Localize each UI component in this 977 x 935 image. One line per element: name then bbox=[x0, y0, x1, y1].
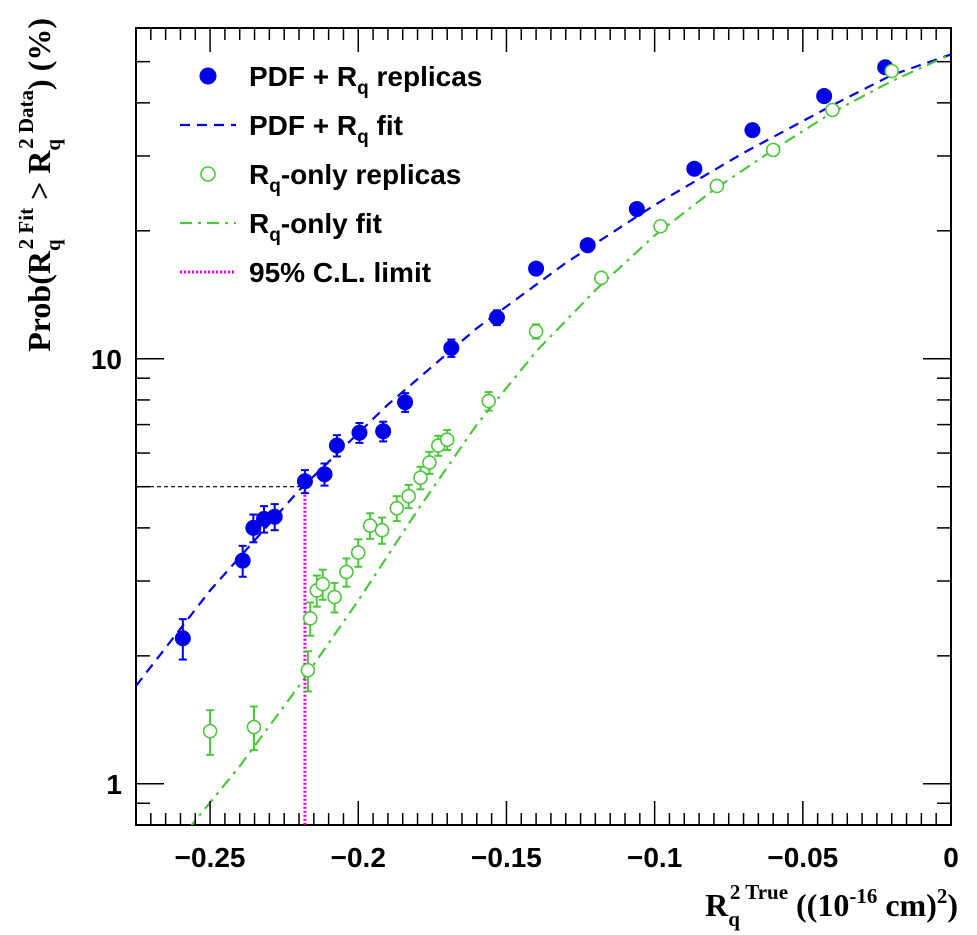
legend-marker bbox=[199, 67, 217, 85]
x-tick-label: −0.05 bbox=[767, 842, 838, 873]
data-point bbox=[350, 545, 366, 560]
legend-label-tail: fit bbox=[369, 110, 403, 141]
legend-label: PDF + Rq fit bbox=[249, 110, 403, 148]
data-point bbox=[328, 437, 345, 454]
data-point bbox=[653, 218, 668, 234]
legend-label-sub: q bbox=[269, 225, 281, 246]
data-point bbox=[488, 309, 505, 326]
data-point bbox=[413, 470, 428, 486]
x-tick-label: −0.2 bbox=[331, 842, 386, 873]
data-point bbox=[327, 589, 342, 605]
data-point bbox=[825, 102, 840, 118]
x-tick-label: −0.25 bbox=[175, 842, 246, 873]
legend-label-tail: -only replicas bbox=[281, 159, 462, 190]
axis-labels: Rq2 True ((10-16 cm)2) Prob(Rq2 Fit > Rq… bbox=[14, 18, 958, 931]
data-point bbox=[528, 324, 544, 339]
data-point bbox=[686, 160, 703, 177]
data-point bbox=[401, 488, 416, 504]
data-point bbox=[302, 611, 318, 626]
data-point bbox=[351, 424, 368, 441]
data-point bbox=[174, 630, 191, 647]
legend-label-main: 95% C.L. limit bbox=[249, 257, 431, 288]
data-point bbox=[709, 178, 725, 194]
fit-curve-line bbox=[136, 53, 951, 687]
data-point bbox=[593, 270, 609, 286]
legend-label: 95% C.L. limit bbox=[249, 257, 431, 288]
legend-label-sub: q bbox=[269, 176, 281, 197]
data-point bbox=[397, 394, 414, 411]
data-point bbox=[245, 519, 262, 536]
data-point bbox=[628, 201, 645, 218]
data-point bbox=[443, 339, 460, 356]
data-point bbox=[374, 522, 390, 538]
x-axis-title: Rq2 True ((10-16 cm)2) bbox=[705, 880, 958, 931]
data-point bbox=[375, 423, 392, 440]
legend-label-tail: replicas bbox=[369, 61, 483, 92]
data-point bbox=[816, 88, 833, 105]
data-point bbox=[266, 508, 283, 525]
x-tick-label: −0.1 bbox=[627, 842, 682, 873]
data-point bbox=[884, 63, 900, 79]
data-point bbox=[202, 723, 218, 739]
legend-marker bbox=[200, 166, 216, 182]
legend-label-main: PDF + R bbox=[249, 61, 357, 92]
legend-label-sub: q bbox=[357, 127, 369, 148]
legend-label: Rq-only fit bbox=[249, 208, 382, 246]
data-point bbox=[765, 142, 781, 158]
data-point bbox=[744, 122, 761, 139]
data-point bbox=[339, 564, 354, 580]
plot-frame-rect bbox=[135, 27, 952, 826]
legend-label-main: PDF + R bbox=[249, 110, 357, 141]
data-point bbox=[389, 500, 405, 516]
data-point bbox=[579, 237, 596, 254]
legend-label-sub: q bbox=[357, 78, 369, 99]
x-tick-label: 0 bbox=[943, 842, 959, 873]
data-point bbox=[246, 719, 262, 735]
x-tick-label: −0.15 bbox=[471, 842, 542, 873]
legend-label: PDF + Rq replicas bbox=[249, 61, 482, 99]
y-tick-label: 1 bbox=[106, 769, 122, 800]
data-point bbox=[296, 473, 313, 490]
axis-ticks: −0.25 −0.2 −0.15 −0.1 −0.05 0 1 10 bbox=[91, 27, 959, 873]
legend-label-tail: -only fit bbox=[281, 208, 382, 239]
y-tick-label: 10 bbox=[91, 344, 122, 375]
legend-label: Rq-only replicas bbox=[249, 159, 461, 197]
data-points bbox=[174, 59, 900, 756]
y-axis-title: Prob(Rq2 Fit > Rq2 Data) (%) bbox=[14, 18, 65, 352]
legend-label-main: R bbox=[249, 159, 269, 190]
data-point bbox=[439, 432, 455, 448]
legend-label-main: R bbox=[249, 208, 269, 239]
data-point bbox=[300, 662, 316, 678]
plot-frame bbox=[135, 27, 952, 826]
data-point bbox=[528, 260, 545, 277]
data-point bbox=[481, 393, 496, 409]
data-point bbox=[316, 466, 333, 483]
data-point bbox=[315, 576, 331, 592]
data-point bbox=[422, 455, 437, 470]
data-point bbox=[234, 552, 251, 569]
data-point bbox=[362, 518, 378, 533]
